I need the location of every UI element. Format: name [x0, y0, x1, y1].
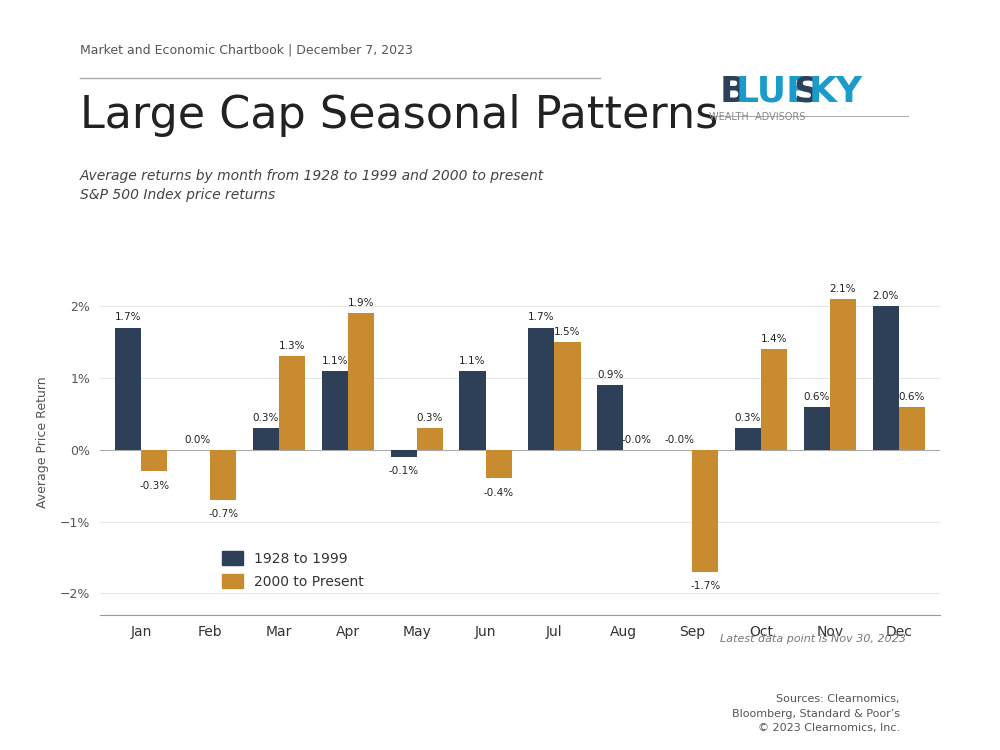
- Text: Large Cap Seasonal Patterns: Large Cap Seasonal Patterns: [80, 94, 718, 136]
- Text: -0.4%: -0.4%: [484, 488, 514, 498]
- Text: Sources: Clearnomics,
Bloomberg, Standard & Poor’s
© 2023 Clearnomics, Inc.: Sources: Clearnomics, Bloomberg, Standar…: [732, 694, 900, 734]
- Bar: [391, 450, 417, 457]
- Bar: [348, 314, 374, 450]
- Text: 1.1%: 1.1%: [459, 356, 486, 365]
- Text: -0.1%: -0.1%: [389, 466, 419, 476]
- Bar: [735, 428, 761, 450]
- Text: 0.3%: 0.3%: [253, 413, 279, 423]
- Text: S: S: [793, 75, 819, 109]
- Text: Market and Economic Chartbook | December 7, 2023: Market and Economic Chartbook | December…: [80, 44, 413, 56]
- Text: 2.1%: 2.1%: [830, 284, 856, 294]
- Bar: [692, 450, 718, 572]
- Text: -1.7%: -1.7%: [690, 581, 720, 591]
- Text: -0.0%: -0.0%: [621, 435, 651, 445]
- Text: 1.3%: 1.3%: [279, 341, 305, 351]
- Text: 0.6%: 0.6%: [899, 392, 925, 401]
- Text: 1.1%: 1.1%: [322, 356, 348, 365]
- Bar: [417, 428, 443, 450]
- Text: -0.3%: -0.3%: [139, 481, 169, 490]
- Text: 0.9%: 0.9%: [597, 370, 623, 380]
- Y-axis label: Average Price Return: Average Price Return: [36, 376, 49, 508]
- Bar: [528, 328, 554, 450]
- Bar: [322, 370, 348, 450]
- Bar: [761, 349, 787, 450]
- Bar: [253, 428, 279, 450]
- Bar: [597, 385, 623, 450]
- Text: B: B: [720, 75, 748, 109]
- Bar: [873, 306, 899, 450]
- Legend: 1928 to 1999, 2000 to Present: 1928 to 1999, 2000 to Present: [216, 545, 369, 594]
- Text: 1.9%: 1.9%: [348, 298, 374, 308]
- Bar: [279, 356, 305, 450]
- Bar: [459, 370, 486, 450]
- Bar: [554, 342, 581, 450]
- Text: 0.3%: 0.3%: [735, 413, 761, 423]
- Text: Average returns by month from 1928 to 1999 and 2000 to present
S&P 500 Index pri: Average returns by month from 1928 to 19…: [80, 169, 544, 202]
- Text: 1.4%: 1.4%: [761, 334, 787, 344]
- Text: -0.7%: -0.7%: [208, 509, 238, 519]
- Text: 0.0%: 0.0%: [184, 435, 210, 445]
- Text: 1.5%: 1.5%: [554, 327, 581, 337]
- Text: 2.0%: 2.0%: [872, 291, 899, 301]
- Text: LUE: LUE: [736, 75, 812, 109]
- Text: 0.6%: 0.6%: [804, 392, 830, 401]
- Bar: [486, 450, 512, 478]
- Bar: [141, 450, 167, 471]
- Text: Latest data point is Nov 30, 2023: Latest data point is Nov 30, 2023: [720, 634, 906, 644]
- Text: 1.7%: 1.7%: [115, 313, 141, 322]
- Text: KY: KY: [809, 75, 863, 109]
- Text: 0.3%: 0.3%: [417, 413, 443, 423]
- Bar: [115, 328, 141, 450]
- Text: -0.0%: -0.0%: [664, 435, 694, 445]
- Bar: [804, 406, 830, 450]
- Bar: [830, 298, 856, 450]
- Bar: [899, 406, 925, 450]
- Text: WEALTH  ADVISORS: WEALTH ADVISORS: [709, 112, 805, 122]
- Bar: [210, 450, 236, 500]
- Text: 1.7%: 1.7%: [528, 313, 555, 322]
